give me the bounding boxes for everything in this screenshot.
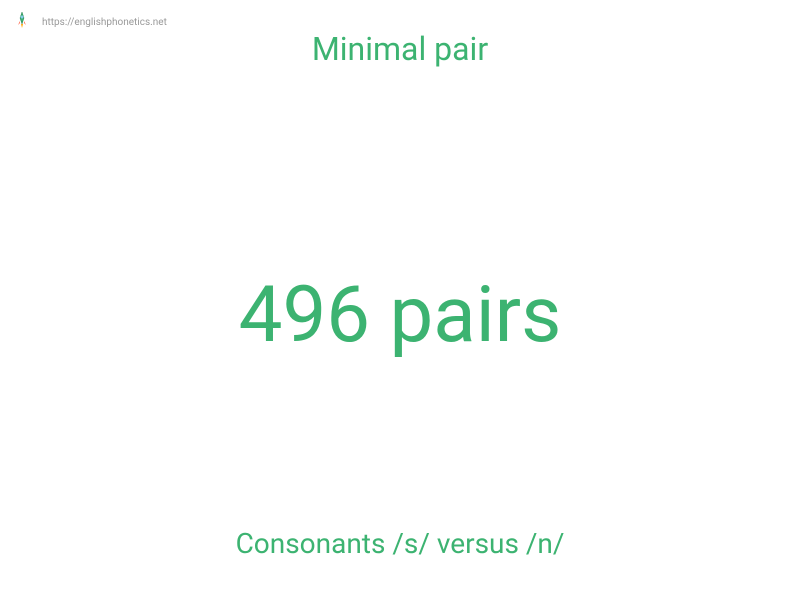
header: https://englishphonetics.net (10, 10, 167, 34)
pair-count: 496 pairs (239, 270, 562, 361)
url-text: https://englishphonetics.net (42, 17, 167, 28)
subtitle: Consonants /s/ versus /n/ (236, 527, 565, 560)
page-title: Minimal pair (312, 30, 488, 68)
rocket-icon (10, 10, 34, 34)
